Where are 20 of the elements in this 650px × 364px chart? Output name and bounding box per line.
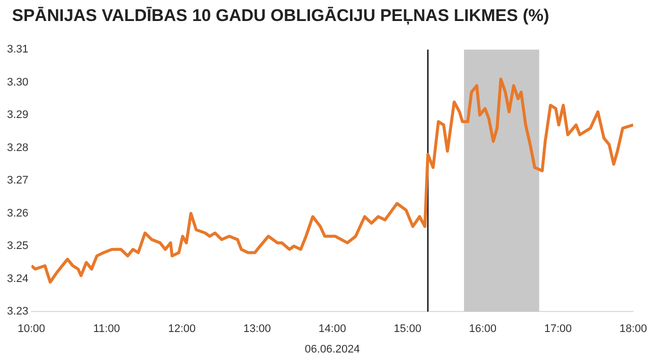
- chart-title: SPĀNIJAS VALDĪBAS 10 GADU OBLIGĀCIJU PEĻNAS LIKMES (%): [12, 6, 550, 26]
- x-tick-label: 14:00: [318, 323, 346, 336]
- x-tick-label: 11:00: [93, 323, 120, 336]
- x-axis-title: 06.06.2024: [304, 343, 360, 356]
- x-tick-label: 16:00: [469, 323, 497, 336]
- y-tick-label: 3.30: [6, 76, 28, 88]
- x-tick-label: 10:00: [18, 323, 46, 336]
- y-tick-label: 3.29: [6, 109, 28, 122]
- y-tick-label: 3.28: [6, 142, 28, 154]
- y-tick-label: 3.31: [6, 44, 28, 56]
- y-tick-label: 3.23: [6, 306, 28, 318]
- x-tick-label: 15:00: [394, 323, 422, 336]
- x-tick-label: 12:00: [168, 323, 196, 336]
- y-tick-label: 3.27: [6, 174, 28, 187]
- y-tick-label: 3.25: [6, 240, 28, 252]
- y-tick-label: 3.24: [6, 272, 28, 285]
- x-tick-label: 18:00: [619, 323, 647, 336]
- y-tick-label: 3.26: [6, 207, 28, 220]
- x-tick-label: 17:00: [544, 323, 572, 336]
- x-tick-label: 13:00: [243, 323, 271, 336]
